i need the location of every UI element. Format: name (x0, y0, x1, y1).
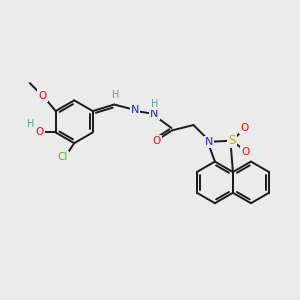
Text: O: O (35, 128, 44, 137)
Text: S: S (229, 134, 236, 147)
Text: O: O (241, 123, 249, 133)
Text: H: H (112, 90, 119, 100)
Text: Cl: Cl (58, 152, 68, 162)
Text: N: N (205, 137, 213, 147)
Text: H: H (151, 99, 158, 109)
Text: O: O (38, 91, 46, 100)
Text: H: H (27, 118, 35, 128)
Text: N: N (150, 109, 158, 119)
Text: O: O (242, 147, 250, 157)
Text: O: O (152, 136, 161, 146)
Text: N: N (131, 105, 139, 115)
